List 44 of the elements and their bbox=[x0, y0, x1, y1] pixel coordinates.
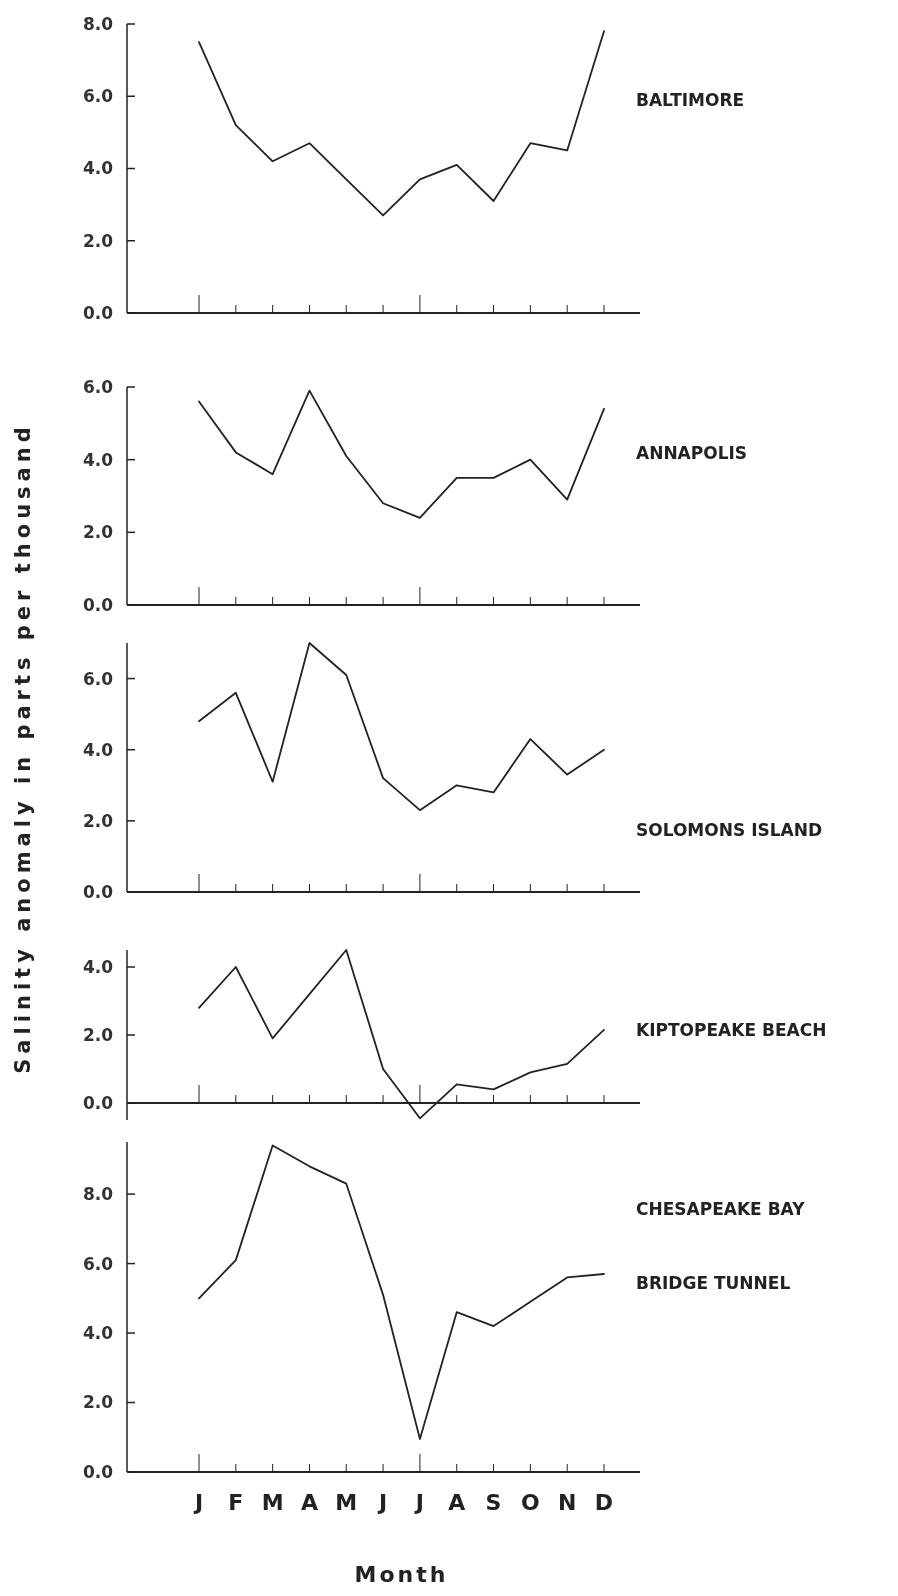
y-tick-label: 0.0 bbox=[82, 881, 114, 902]
x-tick-label: M bbox=[261, 1490, 284, 1515]
x-tick-label: A bbox=[448, 1490, 466, 1515]
x-tick-label: J bbox=[377, 1490, 388, 1515]
y-tick-label: 0.0 bbox=[82, 1461, 114, 1482]
x-axis-title: Month bbox=[354, 1562, 449, 1587]
y-tick-label: 2.0 bbox=[82, 810, 114, 831]
y-tick-label: 2.0 bbox=[82, 230, 114, 251]
y-tick-label: 8.0 bbox=[82, 1184, 114, 1205]
y-tick-label: 8.0 bbox=[82, 13, 114, 34]
line-series bbox=[198, 30, 605, 217]
x-tick-label: M bbox=[335, 1490, 358, 1515]
x-tick-label: A bbox=[300, 1490, 318, 1515]
line-series bbox=[198, 642, 605, 812]
text: BALTIMORE bbox=[636, 89, 745, 110]
y-tick-label: 6.0 bbox=[82, 86, 114, 107]
y-tick-label: 0.0 bbox=[82, 594, 114, 615]
x-tick-label: F bbox=[228, 1490, 244, 1515]
y-tick-label: 4.0 bbox=[82, 1323, 114, 1343]
x-tick-label: J bbox=[192, 1490, 204, 1515]
y-tick-label: 2.0 bbox=[82, 1024, 114, 1045]
text: ANNAPOLIS bbox=[636, 442, 748, 463]
series-label: KIPTOPEAKE BEACH bbox=[636, 1019, 827, 1040]
line-series bbox=[198, 1144, 605, 1440]
y-tick-label: 6.0 bbox=[82, 668, 114, 689]
line-series bbox=[198, 389, 605, 519]
x-tick-label: J bbox=[413, 1490, 424, 1515]
y-tick-label: 6.0 bbox=[82, 1253, 114, 1274]
text: SOLOMONS ISLAND bbox=[636, 819, 823, 840]
y-tick-label: 0.0 bbox=[82, 302, 114, 323]
y-tick-label: 4.0 bbox=[82, 449, 114, 470]
y-axis-title: Salinity anomaly in parts per thousand bbox=[11, 422, 35, 1074]
text: CHESAPEAKE BAY BRIDGE TUNNEL bbox=[636, 1198, 805, 1293]
x-tick-label: S bbox=[485, 1490, 502, 1515]
y-tick-label: 2.0 bbox=[82, 1392, 114, 1413]
y-tick-label: 6.0 bbox=[82, 376, 114, 397]
y-tick-label: 4.0 bbox=[82, 739, 114, 760]
y-tick-label: 0.0 bbox=[82, 1092, 114, 1113]
y-tick-label: 2.0 bbox=[82, 522, 114, 543]
y-tick-label: 4.0 bbox=[82, 158, 114, 179]
x-tick-label: D bbox=[594, 1490, 614, 1515]
y-tick-label: 4.0 bbox=[82, 956, 114, 977]
x-tick-label: N bbox=[557, 1490, 577, 1515]
x-tick-label: O bbox=[521, 1490, 540, 1515]
